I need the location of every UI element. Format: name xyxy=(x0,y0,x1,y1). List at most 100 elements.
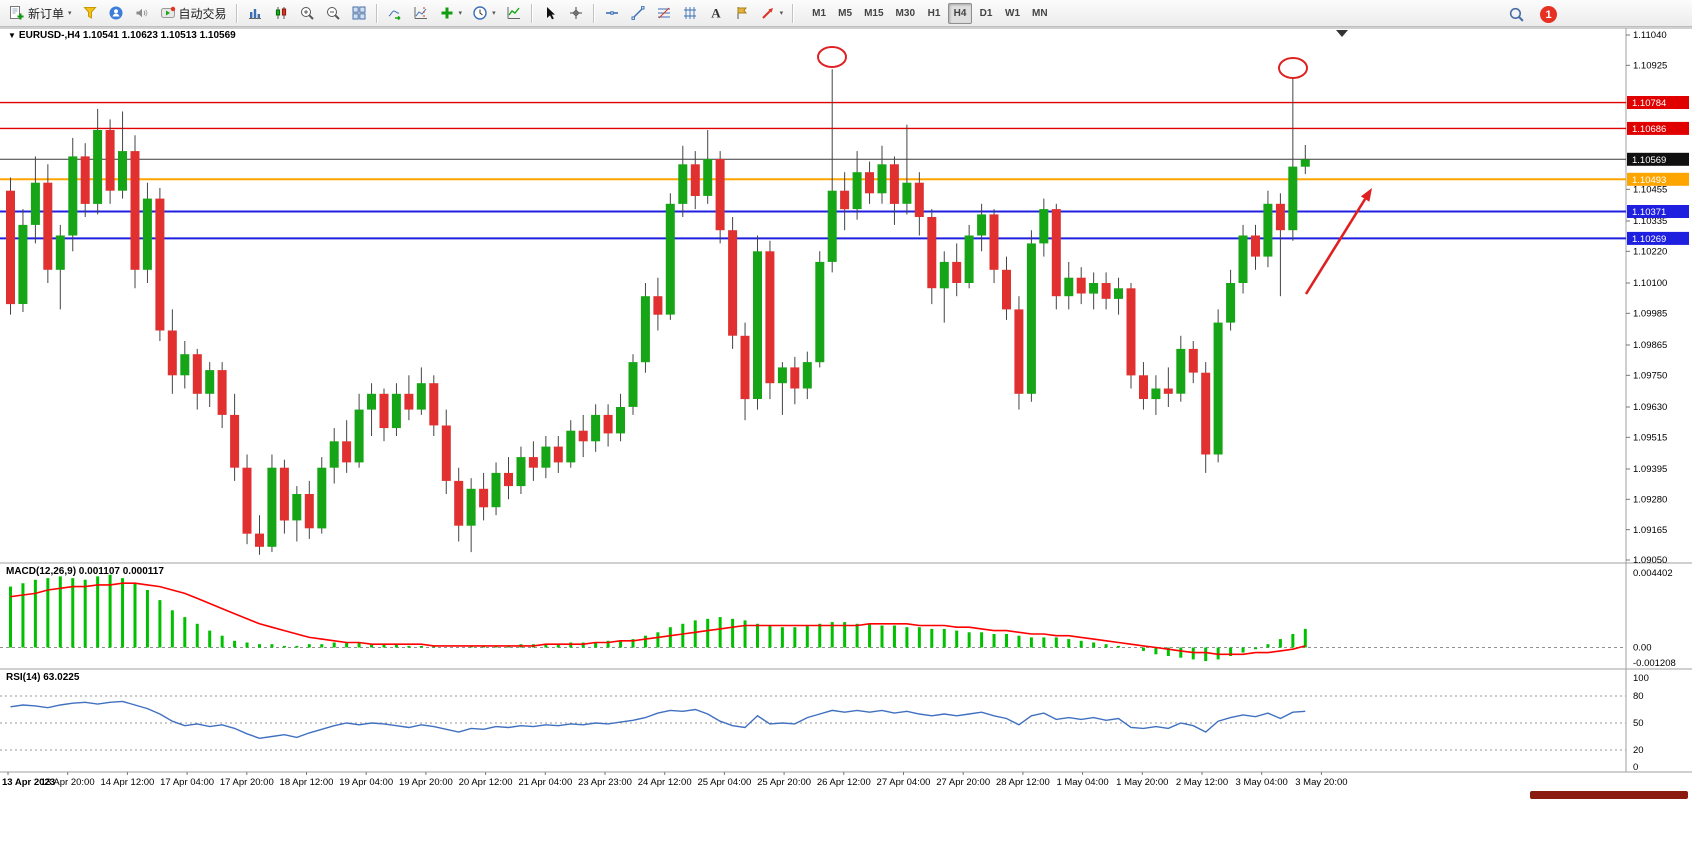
candle-body xyxy=(827,190,837,262)
price-axis-label: 1.09165 xyxy=(1633,525,1667,536)
timeframe-h4-button[interactable]: H4 xyxy=(948,2,972,24)
trendline-tool-button[interactable] xyxy=(625,2,651,25)
grid-icon xyxy=(683,7,696,19)
candlestick-chart-button[interactable] xyxy=(268,2,294,25)
candle-body xyxy=(516,457,526,487)
price-axis-label: 1.09630 xyxy=(1633,402,1667,413)
indicators-button[interactable] xyxy=(501,2,527,25)
wizard-icon xyxy=(82,7,97,19)
candle-body xyxy=(1051,209,1061,297)
label-tool-button[interactable] xyxy=(729,2,755,25)
timeframe-m1-button[interactable]: M1 xyxy=(807,3,831,24)
candle-body xyxy=(391,393,401,429)
arrows-tool-button[interactable]: ▾ xyxy=(755,2,789,25)
candle-body xyxy=(528,457,538,468)
candle-body xyxy=(1064,277,1074,297)
zoom-out-button[interactable] xyxy=(320,2,346,25)
candle-body xyxy=(939,261,949,289)
candle-body xyxy=(566,430,576,463)
new-order-button[interactable]: 新订单 ▾ xyxy=(4,2,77,25)
candle-body xyxy=(167,330,177,376)
candle-body xyxy=(790,367,800,389)
circle-annotation-1[interactable] xyxy=(817,46,847,68)
notification-badge[interactable]: 1 xyxy=(1540,6,1557,23)
chart-wizard-button[interactable] xyxy=(77,2,103,25)
chevron-down-icon: ▾ xyxy=(492,10,496,17)
candle-body xyxy=(1263,203,1273,257)
timeframe-m5-button[interactable]: M5 xyxy=(833,3,857,24)
circle-annotation-2[interactable] xyxy=(1278,57,1308,79)
tile-windows-button[interactable] xyxy=(346,2,372,25)
candle-body xyxy=(628,362,638,407)
candle-body xyxy=(977,214,987,236)
timeframe-m15-button[interactable]: M15 xyxy=(859,3,888,24)
fibonacci-tool-button[interactable] xyxy=(651,2,677,25)
candle-body xyxy=(1288,166,1298,231)
candle-body xyxy=(466,488,476,526)
candle-body xyxy=(30,182,40,225)
auto-scroll-button[interactable] xyxy=(382,2,408,25)
new-chart-button[interactable]: ▾ xyxy=(434,2,468,25)
chart-shift-button[interactable] xyxy=(408,2,434,25)
price-axis-label: 1.10220 xyxy=(1633,247,1667,258)
auto-scroll-icon xyxy=(388,10,401,21)
search-button[interactable] xyxy=(1503,3,1530,26)
main-toolbar: 新订单 ▾ xyxy=(0,0,1692,27)
crosshair-button[interactable] xyxy=(563,2,589,25)
autotrade-label: 自动交易 xyxy=(178,6,227,21)
price-axis-label: 1.10100 xyxy=(1633,278,1667,289)
horizontal-scrollbar-thumb[interactable] xyxy=(1530,791,1688,799)
toolbar-right-group: 1 xyxy=(1503,3,1557,26)
rsi-line xyxy=(10,700,1306,740)
candle-body xyxy=(927,217,937,289)
candle-body xyxy=(304,494,314,529)
candle-body xyxy=(1201,372,1211,455)
chart-shift-marker[interactable] xyxy=(1336,30,1348,37)
cursor-button[interactable] xyxy=(537,2,563,25)
timeframe-d1-button[interactable]: D1 xyxy=(974,3,998,24)
bar-chart-button[interactable] xyxy=(242,2,268,25)
candle-body xyxy=(802,362,812,389)
candle-body xyxy=(1251,235,1260,257)
toolbar-separator xyxy=(375,3,378,23)
candle-body xyxy=(404,393,414,410)
autotrade-button[interactable]: 自动交易 xyxy=(155,2,232,25)
time-axis-label: 21 Apr 04:00 xyxy=(518,777,572,788)
candle-body xyxy=(192,354,202,394)
alerts-button[interactable] xyxy=(129,2,155,25)
collapse-triangle-icon[interactable]: ▼ xyxy=(8,30,16,40)
candle-body xyxy=(205,370,215,394)
time-axis-label: 23 Apr 23:00 xyxy=(578,777,632,788)
arrow-annotation-shaft[interactable] xyxy=(1304,198,1367,295)
arrow-annotation-head[interactable] xyxy=(1360,188,1372,202)
candle-body xyxy=(130,151,140,270)
indicators-icon xyxy=(507,7,520,19)
time-axis-label: 19 Apr 20:00 xyxy=(399,777,453,788)
timeframe-mn-button[interactable]: MN xyxy=(1027,3,1053,24)
zoom-in-button[interactable] xyxy=(294,2,320,25)
price-axis-label: 1.10455 xyxy=(1633,185,1667,196)
cursor-icon xyxy=(546,7,555,20)
candle-body xyxy=(93,130,103,204)
candle-body xyxy=(1226,283,1236,323)
time-axis-label: 1 May 20:00 xyxy=(1116,777,1168,788)
candle-body xyxy=(1139,375,1148,399)
candle-body xyxy=(678,164,688,204)
candle-body xyxy=(852,172,862,210)
candle-body xyxy=(454,480,464,526)
price-axis-label: 1.09750 xyxy=(1633,371,1667,382)
candle-body xyxy=(877,164,887,194)
chevron-down-icon: ▾ xyxy=(779,10,784,17)
timeframe-h1-button[interactable]: H1 xyxy=(922,3,946,24)
bar-chart-icon xyxy=(248,9,261,19)
profile-button[interactable] xyxy=(103,2,129,25)
text-tool-button[interactable]: A xyxy=(703,2,729,25)
autotrade-icon xyxy=(160,6,175,18)
horizontal-line-tool-button[interactable] xyxy=(599,2,625,25)
timeframe-w1-button[interactable]: W1 xyxy=(1000,3,1025,24)
rsi-axis-label: 100 xyxy=(1633,673,1649,684)
timeframe-m30-button[interactable]: M30 xyxy=(891,3,920,24)
periods-button[interactable]: ▾ xyxy=(467,2,501,25)
grid-tool-button[interactable] xyxy=(677,2,703,25)
